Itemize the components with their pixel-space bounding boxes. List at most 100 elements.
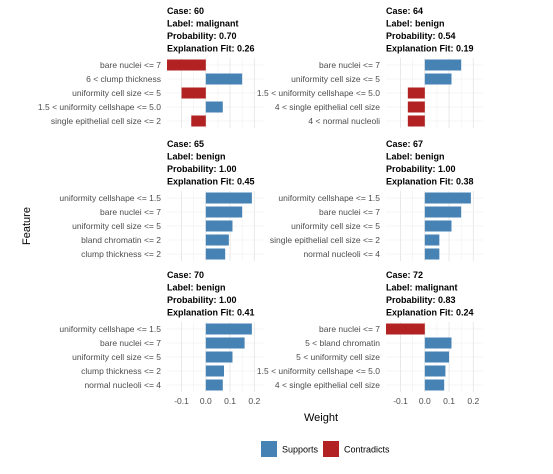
facet-probability: Probability: 1.00 (167, 164, 237, 174)
feature-label: 1.5 < uniformity cellshape <= 5.0 (257, 366, 380, 376)
bar-supports (424, 220, 452, 232)
x-axis-1: -0.1 0.0 0.1 0.2 (174, 396, 260, 406)
feature-label: 1.5 < uniformity cellshape <= 5.0 (257, 88, 380, 98)
legend-swatch (261, 441, 277, 457)
facet-label: Label: benign (386, 152, 445, 162)
facet-case-5: Case: 70 Label: benign Probability: 1.00 Ex… (59, 270, 264, 392)
bar-supports (205, 323, 252, 335)
facet-fit: Explanation Fit: 0.26 (167, 44, 255, 54)
facet-label: Label: benign (167, 283, 226, 293)
feature-label: clump thickness <= 2 (81, 366, 161, 376)
facet-case-6: Case: 72 Label: malignant Probability: 0.8… (257, 270, 483, 392)
x-axes: -0.1 0.0 0.1 0.2 -0.1 0.0 0.1 0.2 (174, 396, 479, 406)
feature-label: 4 < normal nucleoli (308, 116, 380, 126)
facet-fit: Explanation Fit: 0.41 (167, 308, 255, 318)
feature-label: bare nuclei <= 7 (100, 60, 161, 70)
bar-contradicts (181, 87, 206, 99)
bar-contradicts (386, 323, 425, 335)
facet-case: Case: 64 (386, 6, 423, 16)
bar-supports (205, 220, 233, 232)
feature-label: uniformity cell size <= 5 (291, 221, 380, 231)
feature-label: uniformity cell size <= 5 (291, 74, 380, 84)
bar-supports (424, 192, 471, 204)
facet-case-3: Case: 65 Label: benign Probability: 1.00 Ex… (59, 139, 264, 261)
feature-label: 4 < single epithelial cell size (275, 102, 380, 112)
feature-label: bare nuclei <= 7 (319, 207, 380, 217)
facet-case: Case: 70 (167, 270, 204, 280)
bar-supports (205, 101, 223, 113)
bar-contradicts (167, 59, 206, 71)
legend-item-supports: Supports (261, 441, 319, 457)
feature-label: single epithelial cell size <= 2 (51, 116, 161, 126)
facet-fit: Explanation Fit: 0.38 (386, 177, 474, 187)
facet-panels: Case: 60 Label: malignant Probability: 0.7… (38, 6, 483, 392)
feature-label: single epithelial cell size <= 2 (270, 235, 380, 245)
x-tick-label: -0.1 (174, 396, 189, 406)
legend-label: Supports (282, 445, 319, 455)
x-tick-label: 0.1 (224, 396, 236, 406)
facet-case: Case: 67 (386, 139, 423, 149)
feature-label: bland chromatin <= 2 (81, 235, 161, 245)
feature-label: 4 < single epithelial cell size (275, 380, 380, 390)
feature-label: 5 < uniformity cell size (296, 352, 380, 362)
bar-contradicts (407, 101, 425, 113)
feature-label: uniformity cellshape <= 1.5 (278, 193, 380, 203)
x-tick-label: 0.1 (443, 396, 455, 406)
y-axis-title: Feature (21, 207, 33, 245)
feature-label: bare nuclei <= 7 (319, 324, 380, 334)
bar-supports (424, 59, 462, 71)
feature-label: bare nuclei <= 7 (319, 60, 380, 70)
bar-supports (205, 379, 223, 391)
bar-supports (424, 206, 462, 218)
facet-label: Label: benign (386, 19, 445, 29)
feature-label: clump thickness <= 2 (81, 249, 161, 259)
feature-label: uniformity cell size <= 5 (72, 221, 161, 231)
facet-case-2: Case: 64 Label: benign Probability: 0.54 Ex… (257, 6, 483, 128)
facet-fit: Explanation Fit: 0.24 (386, 308, 474, 318)
facet-fit: Explanation Fit: 0.45 (167, 177, 255, 187)
bar-supports (205, 192, 252, 204)
feature-label: 5 < bland chromatin (305, 338, 380, 348)
feature-label: uniformity cellshape <= 1.5 (59, 193, 161, 203)
x-axis-2: -0.1 0.0 0.1 0.2 (393, 396, 479, 406)
bar-supports (424, 379, 445, 391)
feature-label: normal nucleoli <= 4 (303, 249, 380, 259)
bar-supports (424, 365, 446, 377)
legend-item-contradicts: Contradicts (323, 441, 390, 457)
x-axis-title: Weight (304, 412, 338, 424)
bar-supports (205, 206, 243, 218)
x-tick-label: 0.2 (467, 396, 479, 406)
facet-fit: Explanation Fit: 0.19 (386, 44, 474, 54)
facet-label: Label: malignant (167, 19, 239, 29)
bar-supports (205, 73, 243, 85)
bar-supports (424, 248, 440, 260)
feature-label: bare nuclei <= 7 (100, 207, 161, 217)
legend-swatch (323, 441, 339, 457)
facet-case: Case: 60 (167, 6, 204, 16)
bar-supports (205, 351, 233, 363)
x-tick-label: 0.0 (200, 396, 212, 406)
bar-supports (424, 337, 452, 349)
facet-case: Case: 65 (167, 139, 204, 149)
facet-label: Label: malignant (386, 283, 458, 293)
feature-label: uniformity cell size <= 5 (72, 88, 161, 98)
bar-contradicts (191, 115, 206, 127)
facet-case-4: Case: 67 Label: benign Probability: 1.00 Ex… (270, 139, 483, 261)
bar-supports (205, 248, 226, 260)
facet-probability: Probability: 0.70 (167, 31, 237, 41)
bar-supports (424, 73, 452, 85)
x-tick-label: 0.2 (248, 396, 260, 406)
facet-case: Case: 72 (386, 270, 423, 280)
facet-probability: Probability: 1.00 (386, 164, 456, 174)
feature-label: bare nuclei <= 7 (100, 338, 161, 348)
feature-label: normal nucleoli <= 4 (84, 380, 161, 390)
bar-supports (205, 365, 224, 377)
feature-label: uniformity cell size <= 5 (72, 352, 161, 362)
facet-case-1: Case: 60 Label: malignant Probability: 0.7… (38, 6, 264, 128)
bar-supports (424, 234, 440, 246)
feature-label: 1.5 < uniformity cellshape <= 5.0 (38, 102, 161, 112)
feature-label: uniformity cellshape <= 1.5 (59, 324, 161, 334)
legend: Supports Contradicts (261, 441, 390, 457)
bar-supports (205, 234, 229, 246)
facet-probability: Probability: 0.54 (386, 31, 456, 41)
